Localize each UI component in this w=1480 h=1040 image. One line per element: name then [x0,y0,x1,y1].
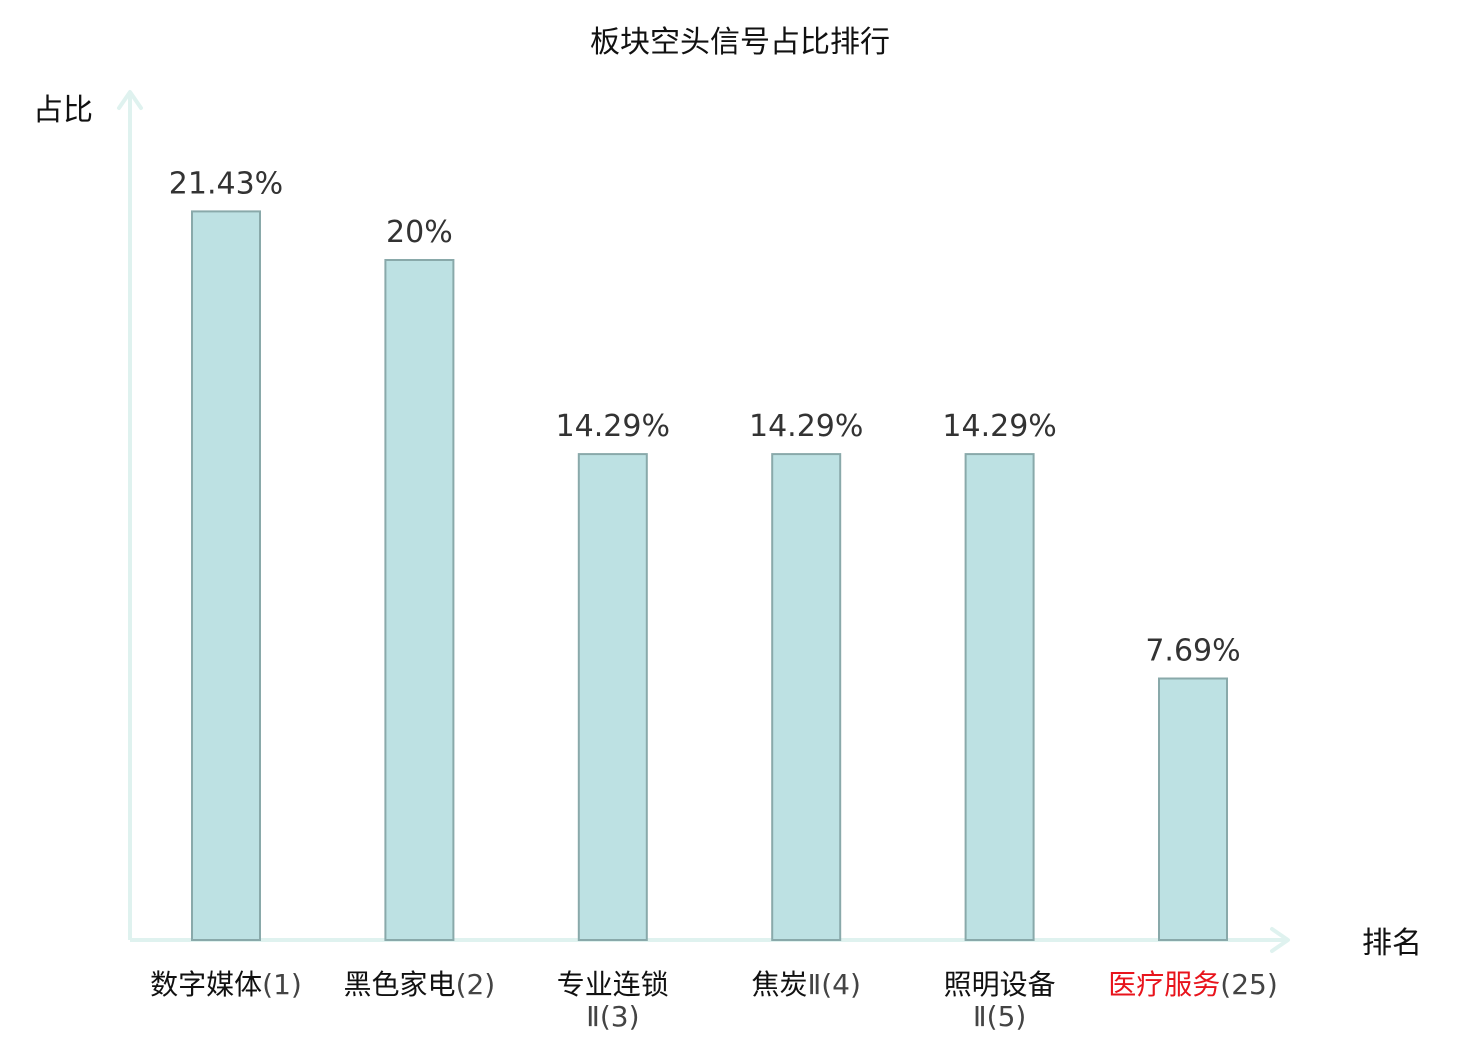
category-rank-2: (2) [456,968,496,1001]
value-labels-group: 21.43% 20% 14.29% 14.29% 14.29% 7.69% [169,166,1241,668]
value-label-2: 20% [386,215,453,250]
value-label-3: 14.29% [556,409,670,444]
value-label-6: 7.69% [1145,634,1240,669]
category-name-2: 黑色家电 [344,968,456,1001]
category-rank-6: (25) [1220,968,1277,1001]
value-label-1: 21.43% [169,166,283,201]
bars-group [191,210,1228,941]
y-axis-label: 占比 [33,93,93,128]
category-name-3: 专业连锁 [557,968,669,1001]
category-label-4: 焦炭Ⅱ(4) [751,968,860,1001]
category-label-1: 数字媒体(1) [150,968,302,1001]
value-label-4: 14.29% [749,409,863,444]
y-axis [117,90,143,940]
category-label-5: 照明设备 Ⅱ(5) [944,968,1056,1033]
bar-5 [964,453,1035,941]
category-label-3: 专业连锁 Ⅱ(3) [557,968,669,1033]
category-rank-3: Ⅱ(3) [586,1000,639,1033]
bar-3 [577,453,648,941]
category-rank-4: Ⅱ(4) [807,968,860,1001]
category-rank-1: (1) [262,968,302,1001]
category-name-5: 照明设备 [944,968,1056,1001]
category-label-6: 医疗服务(25) [1108,968,1278,1001]
category-rank-5: Ⅱ(5) [973,1000,1026,1033]
bar-4 [771,453,842,941]
bar-1 [191,210,261,941]
bar-2 [384,259,455,941]
bar-6 [1158,677,1228,941]
category-name-4: 焦炭 [751,968,807,1001]
x-axis [130,927,1290,953]
x-axis-label: 排名 [1362,926,1422,961]
category-label-2: 黑色家电(2) [344,968,496,1001]
chart-title: 板块空头信号占比排行 [590,25,890,60]
category-labels-group: 数字媒体(1) 黑色家电(2) 专业连锁 Ⅱ(3) 焦炭Ⅱ(4) 照明设备 Ⅱ(5) 医疗服务… [150,968,1278,1033]
category-name-6: 医疗服务 [1108,968,1220,1001]
category-name-1: 数字媒体 [150,968,262,1001]
value-label-5: 14.29% [942,409,1056,444]
